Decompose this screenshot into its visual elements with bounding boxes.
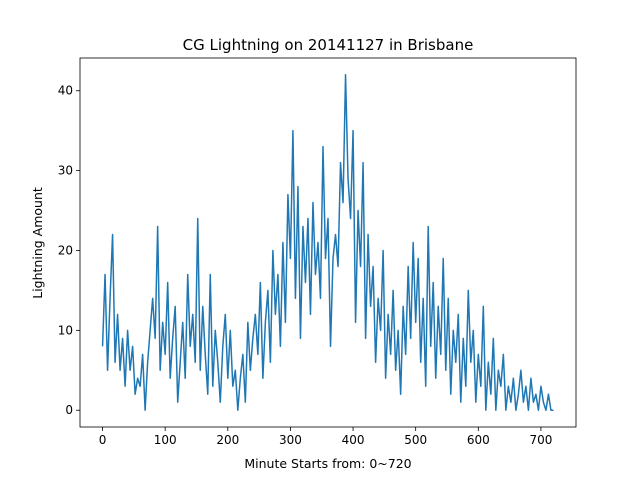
x-tick-label: 0: [99, 433, 107, 447]
y-tick-label: 40: [58, 84, 73, 98]
y-tick-label: 20: [58, 243, 73, 257]
x-axis-label: Minute Starts from: 0~720: [244, 456, 411, 471]
series-line-0: [101, 74, 554, 411]
x-tick-label: 600: [467, 433, 490, 447]
y-tick-label: 30: [58, 164, 73, 178]
x-tick-label: 200: [216, 433, 239, 447]
y-axis-label: Lightning Amount: [30, 187, 45, 299]
x-tick-label: 100: [154, 433, 177, 447]
chart-title: CG Lightning on 20141127 in Brisbane: [183, 36, 474, 54]
x-tick-label: 300: [279, 433, 302, 447]
y-tick-label: 0: [65, 403, 73, 417]
y-tick-label: 10: [58, 323, 73, 337]
plot-frame: [79, 57, 577, 428]
x-tick-label: 700: [529, 433, 552, 447]
plot-area: 0 100 200 300 400 500 600 700 0 10 20 30 40: [58, 57, 577, 447]
x-tick-label: 500: [404, 433, 427, 447]
x-tick-label: 400: [342, 433, 365, 447]
